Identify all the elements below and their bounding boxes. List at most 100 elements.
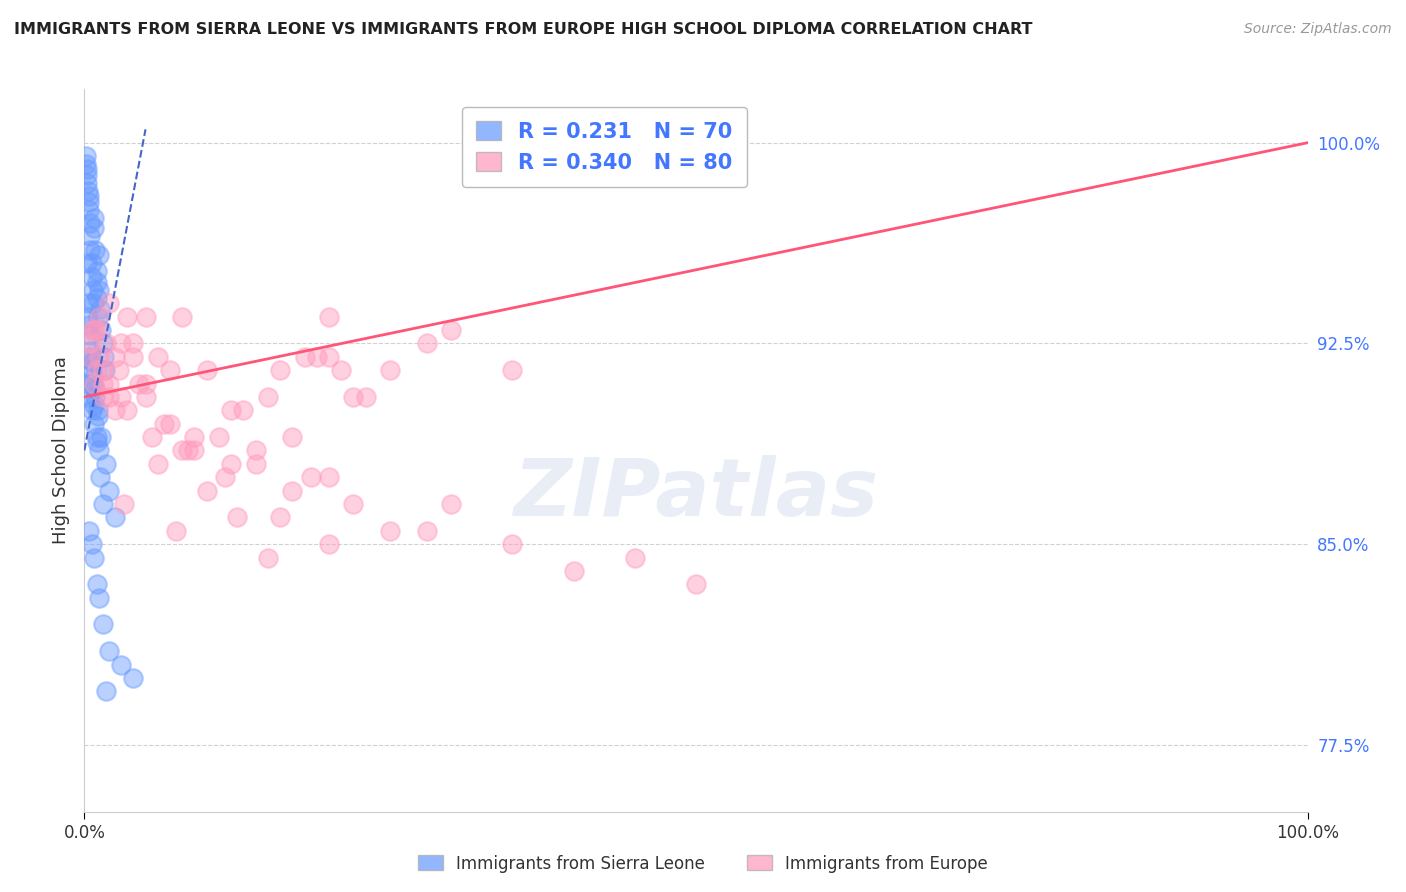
Point [208,430,231,444]
Point [97,390,120,404]
Point [318,470,340,484]
Point [122,350,145,364]
Point [80,256,103,270]
Legend: Immigrants from Sierra Leone, Immigrants from Europe: Immigrants from Sierra Leone, Immigrants… [412,848,994,880]
Point [269,363,291,377]
Point [318,537,340,551]
Point [416,336,439,351]
Point [342,497,364,511]
Point [84,390,107,404]
Point [110,390,132,404]
Point [77,296,100,310]
Point [90,323,112,337]
Point [82,371,104,385]
Point [269,510,291,524]
Point [104,510,127,524]
Point [91,497,114,511]
Point [318,310,340,324]
Point [87,350,110,364]
Point [318,350,340,364]
Point [79,243,101,257]
Point [86,430,108,444]
Point [79,344,101,359]
Point [502,363,524,377]
Point [83,323,105,337]
Point [79,216,101,230]
Point [76,256,98,270]
Point [87,591,110,605]
Point [110,657,132,672]
Point [159,417,181,431]
Point [77,318,100,332]
Legend: R = 0.231   N = 70, R = 0.340   N = 80: R = 0.231 N = 70, R = 0.340 N = 80 [461,107,747,187]
Point [177,443,200,458]
Point [165,524,187,538]
Point [76,162,98,177]
Point [79,328,101,343]
Point [94,363,117,377]
Point [146,457,169,471]
Point [195,483,218,498]
Point [83,376,105,391]
Point [86,264,108,278]
Point [172,310,194,324]
Point [416,524,439,538]
Point [214,470,236,484]
Point [87,443,110,458]
Point [257,550,280,565]
Point [75,149,97,163]
Point [110,336,132,351]
Point [87,310,110,324]
Point [502,537,524,551]
Point [257,390,280,404]
Point [219,457,242,471]
Point [342,390,364,404]
Point [79,336,101,351]
Point [624,550,647,565]
Point [97,483,120,498]
Point [83,398,105,412]
Point [562,564,585,578]
Point [122,671,145,685]
Point [86,291,108,305]
Point [305,350,328,364]
Point [172,443,194,458]
Point [104,403,127,417]
Point [77,194,100,209]
Point [299,470,322,484]
Point [685,577,707,591]
Point [122,336,145,351]
Point [115,310,138,324]
Point [97,376,120,391]
Text: IMMIGRANTS FROM SIERRA LEONE VS IMMIGRANTS FROM EUROPE HIGH SCHOOL DIPLOMA CORRE: IMMIGRANTS FROM SIERRA LEONE VS IMMIGRAN… [14,22,1032,37]
Point [91,336,114,351]
Point [91,363,114,377]
Point [107,363,129,377]
Point [79,350,101,364]
Point [80,323,103,337]
Point [83,211,105,225]
Point [82,283,104,297]
Point [77,189,100,203]
Point [76,168,98,182]
Point [86,577,108,591]
Point [86,363,108,377]
Point [245,457,267,471]
Point [80,537,103,551]
Point [380,363,402,377]
Point [146,350,169,364]
Point [91,617,114,632]
Point [380,524,402,538]
Point [97,644,120,658]
Point [86,275,108,289]
Point [91,376,114,391]
Point [90,430,112,444]
Point [245,443,267,458]
Point [83,221,105,235]
Point [104,350,127,364]
Point [87,310,110,324]
Point [183,430,205,444]
Point [77,310,100,324]
Point [294,350,316,364]
Point [440,497,463,511]
